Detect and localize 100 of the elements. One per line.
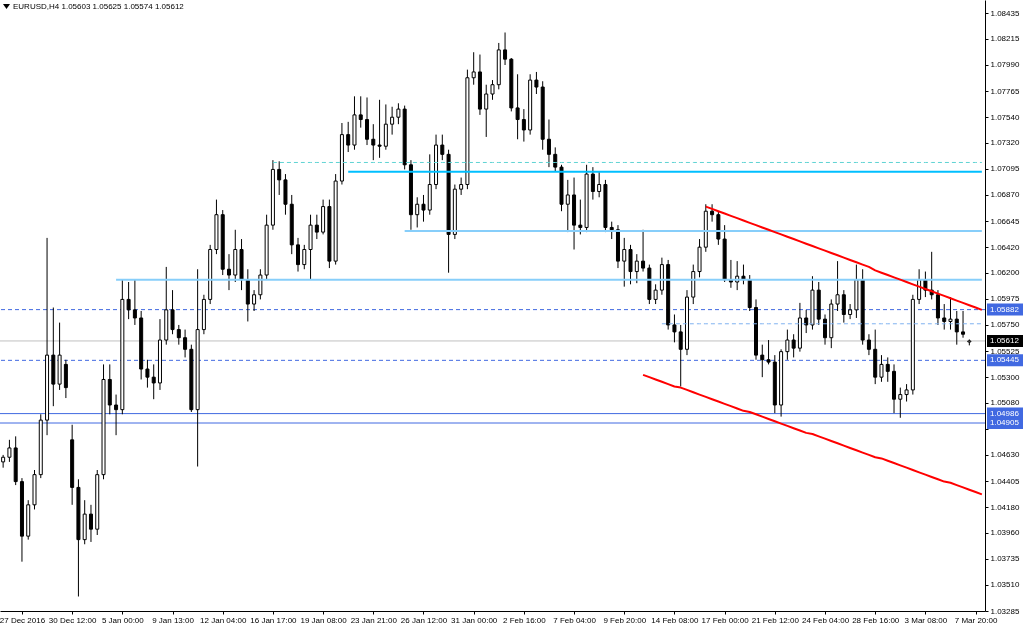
candlestick <box>421 194 426 223</box>
candlestick <box>390 106 395 136</box>
candlestick <box>314 214 319 240</box>
candlestick <box>252 289 257 312</box>
candlestick <box>835 260 840 312</box>
candlestick <box>183 329 188 358</box>
candlestick <box>88 504 93 543</box>
y-tick-label: 1.08215 <box>990 34 1020 44</box>
x-tick-label: 19 Jan 08:00 <box>300 615 348 625</box>
candlestick <box>628 244 633 285</box>
candlestick <box>151 363 156 400</box>
x-tick-label: 2 Feb 16:00 <box>503 615 547 625</box>
y-tick-label: 1.06645 <box>990 216 1020 226</box>
x-tick-label: 31 Jan 00:00 <box>451 615 498 625</box>
candlestick <box>132 279 137 326</box>
candlestick <box>641 229 646 273</box>
y-tick-label: 1.07320 <box>990 138 1020 148</box>
candlestick <box>126 281 131 320</box>
candlestick <box>459 177 464 196</box>
x-tick-label: 23 Jan 21:00 <box>350 615 398 625</box>
y-tick-label: 1.03960 <box>990 528 1020 538</box>
candlestick <box>471 51 476 86</box>
candlestick <box>521 108 526 143</box>
y-tick-label: 1.05525 <box>990 346 1020 356</box>
candlestick <box>848 303 853 320</box>
candlestick <box>176 324 181 346</box>
candlestick <box>823 313 828 346</box>
x-tick-label: 16 Jan 17:00 <box>250 615 298 625</box>
y-tick-label: 1.06420 <box>990 242 1020 252</box>
y-tick-label: 1.05300 <box>990 372 1020 382</box>
ref-line-label: 1.05612 <box>990 335 1020 345</box>
candlestick <box>371 123 376 161</box>
x-tick-label: 26 Jan 12:00 <box>400 615 448 625</box>
y-tick-label: 1.06870 <box>990 190 1020 200</box>
y-tick-label: 1.08435 <box>990 8 1020 18</box>
candlestick <box>597 171 602 198</box>
candlestick <box>302 244 307 270</box>
candlestick <box>396 102 401 125</box>
y-tick-label: 1.05975 <box>990 294 1020 304</box>
y-tick-label: 1.07765 <box>990 86 1020 96</box>
candlestick <box>710 203 715 223</box>
y-tick-label: 1.04630 <box>990 450 1020 460</box>
x-tick-label: 5 Jan 00:00 <box>101 615 145 625</box>
candlestick <box>534 71 539 95</box>
ref-line-label: 1.04905 <box>990 418 1020 427</box>
candlestick <box>590 166 595 201</box>
x-tick-label: 12 Jan 04:00 <box>200 615 247 625</box>
candlestick <box>63 359 68 399</box>
y-tick-label: 1.03285 <box>990 606 1020 616</box>
candlestick <box>653 283 658 305</box>
line-series <box>642 373 983 496</box>
line-series <box>704 205 983 311</box>
candlestick <box>365 96 370 146</box>
chart-title: EURUSD,H4 1.05603 1.05625 1.05574 1.05612 <box>13 2 185 11</box>
candlestick <box>942 303 947 331</box>
candlestick <box>145 359 150 389</box>
y-tick-label: 1.03735 <box>990 554 1020 564</box>
candlestick <box>885 356 890 383</box>
candlestick <box>415 196 420 228</box>
y-tick-label: 1.05750 <box>990 320 1020 330</box>
candlestick <box>377 99 382 159</box>
candlestick <box>383 103 388 151</box>
y-tick-label: 1.03510 <box>990 580 1020 590</box>
candlestick <box>277 160 282 196</box>
candlestick <box>954 310 959 346</box>
candlestick <box>804 309 809 334</box>
y-tick-label: 1.06200 <box>990 268 1020 278</box>
x-tick-label: 14 Feb 08:00 <box>651 615 700 625</box>
ref-line-label: 1.05445 <box>990 355 1020 365</box>
x-tick-label: 21 Feb 12:00 <box>751 615 800 625</box>
candlestick <box>7 439 12 463</box>
candlestick <box>935 289 940 326</box>
y-tick-label: 1.07990 <box>990 60 1020 70</box>
candlestick <box>296 237 301 273</box>
candlestick <box>841 289 846 324</box>
ref-line-label: 1.05882 <box>990 304 1020 314</box>
y-tick-label: 1.04180 <box>990 502 1020 512</box>
y-tick-label: 1.05080 <box>990 398 1020 408</box>
candlestick <box>515 73 520 140</box>
candlestick <box>546 119 551 168</box>
ref-line-label: 1.04986 <box>990 408 1020 418</box>
candlestick <box>503 31 508 66</box>
candlestick <box>948 296 953 331</box>
candlestick <box>358 95 363 129</box>
candlestick <box>672 313 677 343</box>
y-tick-label: 1.04405 <box>990 476 1020 486</box>
candlestick <box>678 324 683 387</box>
candlestick <box>879 354 884 383</box>
candlestick <box>760 344 765 378</box>
x-tick-label: 17 Feb 00:00 <box>701 615 750 625</box>
x-tick-label: 3 Mar 08:00 <box>904 615 948 625</box>
x-tick-label: 24 Feb 04:00 <box>801 615 850 625</box>
candlestick <box>565 179 570 233</box>
candlestick <box>622 237 627 288</box>
x-tick-label: 9 Feb 20:00 <box>603 615 647 625</box>
x-tick-label: 9 Jan 13:00 <box>152 615 195 625</box>
candlestick <box>346 121 351 153</box>
candlestick <box>634 253 639 284</box>
candlestick <box>484 84 489 138</box>
candlestick <box>114 394 119 436</box>
